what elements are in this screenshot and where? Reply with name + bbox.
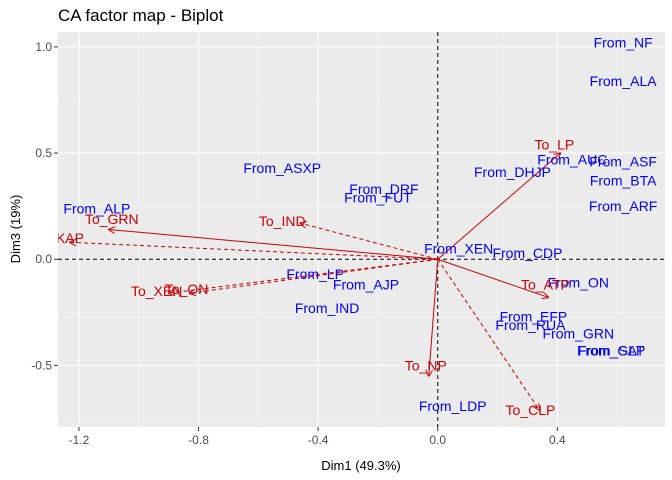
row-label-from-ajp: From_AJP bbox=[333, 277, 399, 293]
col-label-to-xen: To_XEN bbox=[131, 283, 182, 299]
arrow-to-lp bbox=[437, 153, 561, 260]
row-label-from-nf: From_NF bbox=[594, 35, 653, 51]
chart-title: CA factor map - Biplot bbox=[58, 6, 224, 25]
arrow-to-atp bbox=[437, 258, 549, 297]
row-label-from-glp: From_GLP bbox=[577, 343, 645, 359]
arrow-to-grn bbox=[109, 230, 438, 260]
x-axis-ticks: -1.2 -0.8 -0.4 0.0 0.4 bbox=[69, 427, 566, 447]
row-label-from-on: From_ON bbox=[548, 275, 609, 291]
col-label-to-atp: To_ATP bbox=[521, 277, 570, 293]
arrow-to-np bbox=[429, 259, 439, 376]
row-label-from-cdp: From_CDP bbox=[492, 245, 562, 261]
y-tick-label: 0.0 bbox=[35, 252, 52, 266]
arrow-layer bbox=[70, 153, 560, 410]
row-label-from-sat: From_SAT bbox=[578, 343, 645, 359]
row-label-from-dhjp: From_DHJP bbox=[474, 164, 551, 180]
y-axis-ticks: -0.5 0.0 0.5 1.0 bbox=[31, 40, 58, 372]
grid-minor bbox=[58, 32, 665, 427]
col-label-to-on: To_ON bbox=[165, 281, 209, 297]
col-label-to-np: To_NP bbox=[405, 357, 447, 373]
plot-panel bbox=[58, 32, 665, 427]
zero-lines bbox=[58, 32, 665, 427]
row-label-from-bta: From_BTA bbox=[590, 173, 657, 189]
row-label-from-asf: From_ASF bbox=[589, 154, 657, 170]
row-label-from-alp: From_ALP bbox=[63, 200, 130, 216]
col-label-to-clp: To_CLP bbox=[506, 402, 556, 418]
col-label-to-ind: To_IND bbox=[259, 213, 306, 229]
x-tick-label: -0.8 bbox=[188, 433, 209, 447]
x-axis-title: Dim1 (49.3%) bbox=[321, 458, 400, 473]
arrow-to-ind bbox=[300, 223, 438, 260]
row-label-from-ind: From_IND bbox=[295, 300, 360, 316]
row-label-from-ldp: From_LDP bbox=[419, 398, 487, 414]
x-tick-label: 0.0 bbox=[429, 433, 446, 447]
row-label-from-ala: From_ALA bbox=[590, 73, 658, 89]
y-tick-label: -0.5 bbox=[31, 358, 52, 372]
row-label-from-arf: From_ARF bbox=[589, 198, 657, 214]
col-label-kap: KAP bbox=[56, 230, 84, 246]
row-label-from-grn: From_GRN bbox=[543, 326, 615, 342]
y-tick-label: 1.0 bbox=[35, 40, 52, 54]
row-label-from-xen: From_XEN bbox=[424, 241, 493, 257]
row-label-from-auc: From_AUC bbox=[537, 151, 607, 167]
arrow-kap bbox=[70, 242, 438, 260]
row-label-from-efp: From_EFP bbox=[500, 309, 568, 325]
x-tick-label: -0.4 bbox=[308, 433, 329, 447]
row-label-from-lp: From_LP bbox=[286, 266, 344, 282]
row-label-from-drf: From_DRF bbox=[349, 181, 418, 197]
col-label-to-grn: To_GRN bbox=[85, 211, 139, 227]
row-label-from-asxp: From_ASXP bbox=[243, 160, 321, 176]
col-label-to-lp: To_LP bbox=[535, 137, 575, 153]
y-axis-title: Dim3 (19%) bbox=[8, 195, 23, 264]
x-tick-label: 0.4 bbox=[549, 433, 566, 447]
y-tick-label: 0.5 bbox=[35, 146, 52, 160]
arrow-to-clp bbox=[437, 258, 540, 410]
x-tick-label: -1.2 bbox=[69, 433, 90, 447]
row-label-from-rua: From_RUA bbox=[495, 317, 566, 333]
row-label-from-fut: From_FUT bbox=[344, 190, 412, 206]
